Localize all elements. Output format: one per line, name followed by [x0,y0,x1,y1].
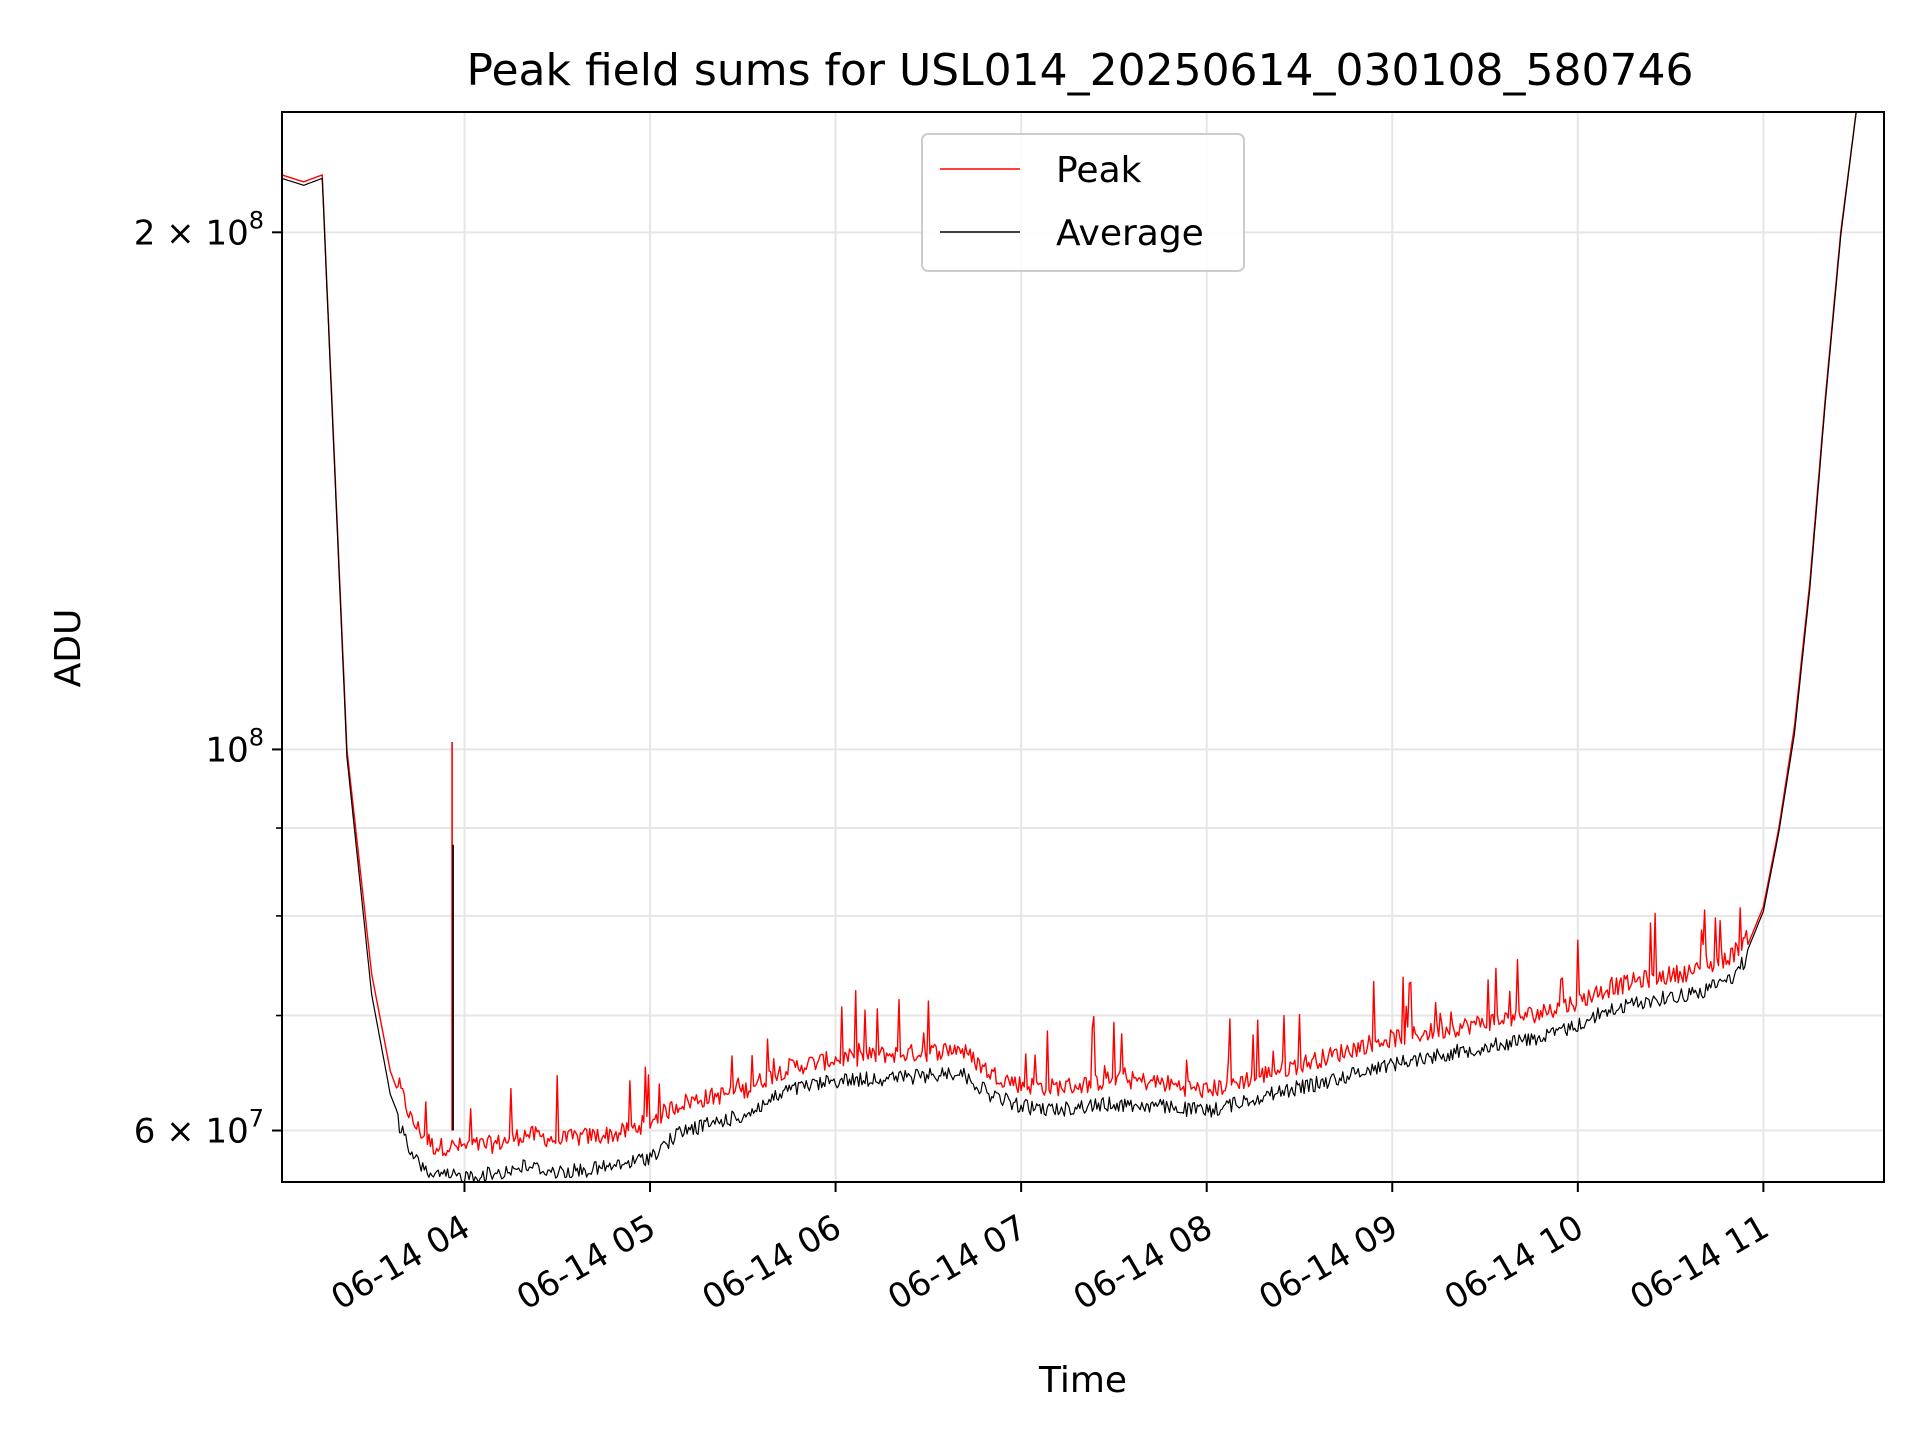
plot-frame [281,111,1885,1183]
y-tick-label: 108 [205,723,264,770]
series-line-average [281,111,1884,1183]
x-axis-label: Time [1038,1360,1127,1401]
legend-label-average: Average [1056,213,1204,254]
legend-label-peak: Peak [1056,150,1142,191]
y-axis-ticks: 6 × 107 108 2 × 108 [134,206,282,1152]
y-axis-label: ADU [48,609,89,688]
y-tick-label: 2 × 108 [134,206,264,253]
plot-series [281,111,1884,1183]
y-tick-label: 6 × 107 [134,1105,264,1152]
series-line-peak [281,111,1884,1157]
chart-title: Peak field sums for USL014_20250614_0301… [467,45,1694,96]
legend: Peak Average [921,133,1245,272]
